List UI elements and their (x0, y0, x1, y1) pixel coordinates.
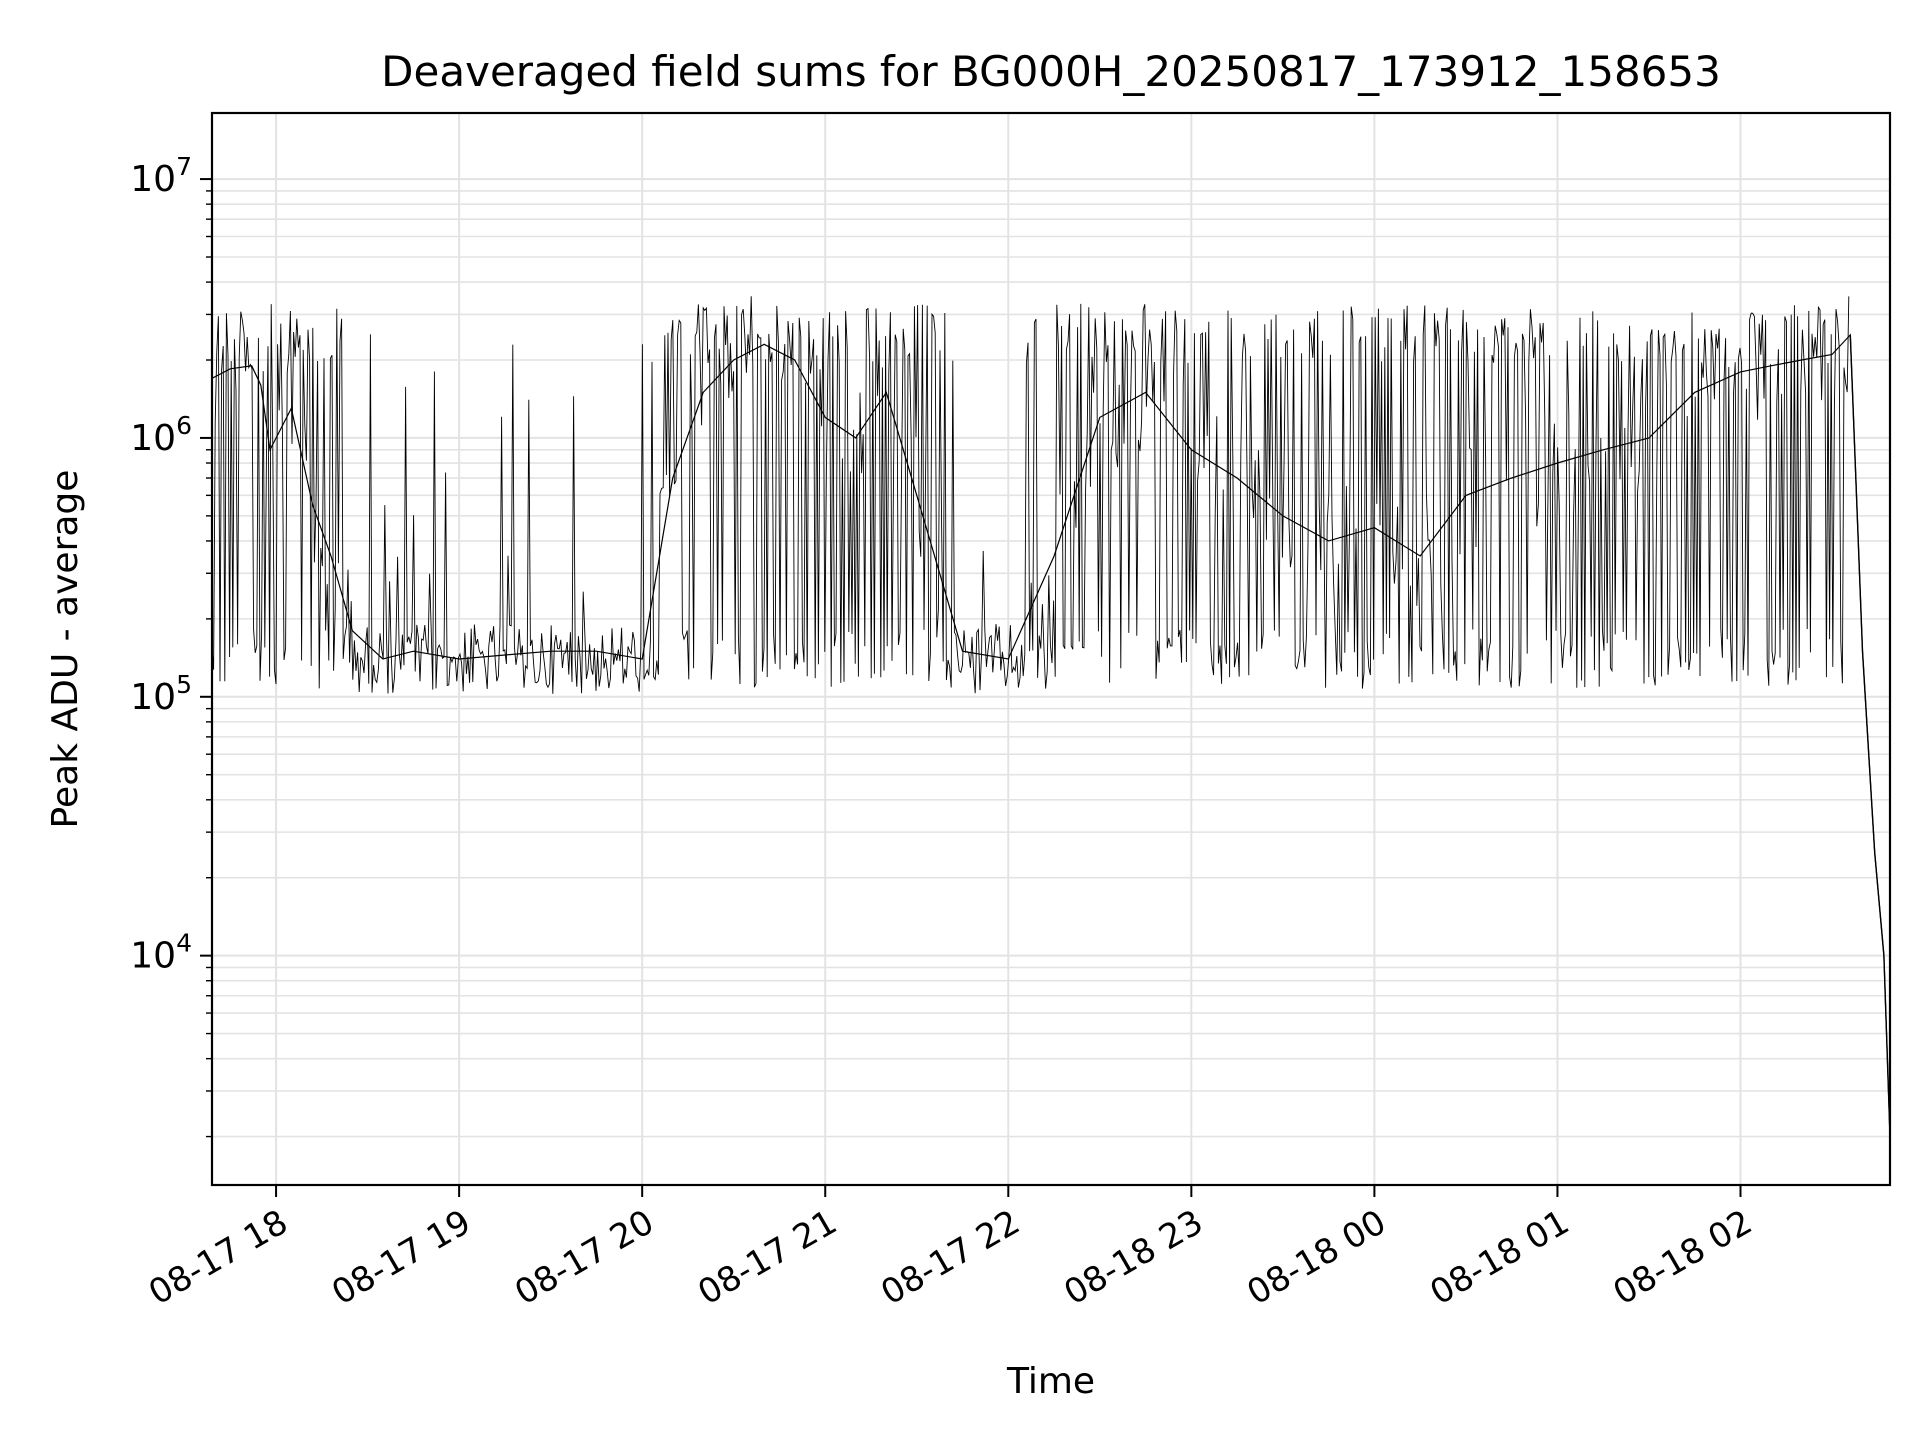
x-tick-label: 08-18 00 (1241, 1202, 1393, 1313)
x-tick-label: 08-17 20 (508, 1202, 660, 1313)
x-tick-label: 08-17 21 (691, 1202, 843, 1313)
series-line-detail (212, 296, 1850, 694)
data-series (212, 296, 1890, 1137)
y-axis-ticks: 104 105 106 107 (130, 152, 212, 1138)
x-tick-label: 08-17 22 (874, 1202, 1026, 1313)
y-tick-label: 104 (130, 929, 192, 977)
x-tick-label: 08-17 18 (142, 1202, 294, 1313)
series-line (212, 333, 1890, 1137)
chart-title: Deaveraged field sums for BG000H_2025081… (381, 47, 1721, 96)
grid-lines (212, 113, 1890, 1185)
plot-frame (210, 111, 1892, 1187)
y-tick-label: 105 (130, 670, 192, 718)
x-tick-label: 08-18 01 (1424, 1202, 1576, 1313)
y-axis-label: Peak ADU - average (45, 470, 86, 829)
y-tick-label: 106 (130, 411, 192, 459)
x-tick-label: 08-17 19 (325, 1202, 477, 1313)
x-axis-ticks: 08-17 18 08-17 19 08-17 20 08-17 21 08-17 22… (142, 1185, 1759, 1313)
y-tick-label: 107 (130, 152, 192, 200)
x-axis-label: Time (1006, 1361, 1095, 1402)
x-tick-label: 08-18 23 (1057, 1202, 1209, 1313)
series-tail (1849, 334, 1890, 1137)
x-tick-label: 08-18 02 (1607, 1202, 1759, 1313)
